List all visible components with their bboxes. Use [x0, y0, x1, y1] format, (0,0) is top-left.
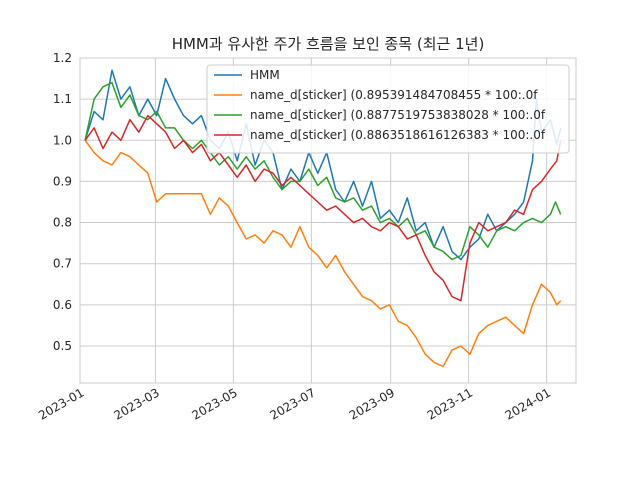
y-tick-label: 0.5 — [53, 339, 72, 353]
chart-title: HMM과 유사한 주가 흐름을 보인 종목 (최근 1년) — [172, 35, 485, 53]
y-tick-labels: 0.5 0.6 0.7 0.8 0.9 1.0 1.1 1.2 — [53, 51, 72, 353]
y-tick-label: 0.6 — [53, 298, 72, 312]
y-tick-label: 1.0 — [53, 133, 72, 147]
y-tick-label: 0.8 — [53, 216, 72, 230]
legend-box — [206, 64, 570, 154]
series-line-3 — [84, 114, 562, 302]
plot-frame — [79, 57, 577, 384]
legend-label-1: name_d[sticker] (0.895391484708455 * 100… — [250, 88, 538, 102]
series-line-1 — [84, 139, 562, 368]
legend-label-3: name_d[sticker] (0.8863518616126383 * 10… — [250, 128, 546, 142]
legend-label-2: name_d[sticker] (0.8877519753838028 * 10… — [250, 108, 546, 122]
series-line-2 — [84, 81, 562, 261]
legend: HMM name_d[sticker] (0.895391484708455 * … — [206, 64, 570, 154]
y-tick-label: 0.7 — [53, 257, 72, 271]
y-tick-label: 1.1 — [53, 92, 72, 106]
legend-label-0: HMM — [250, 68, 280, 82]
series-lines — [84, 69, 562, 368]
y-tick-label: 1.2 — [53, 51, 72, 65]
y-tick-label: 0.9 — [53, 174, 72, 188]
